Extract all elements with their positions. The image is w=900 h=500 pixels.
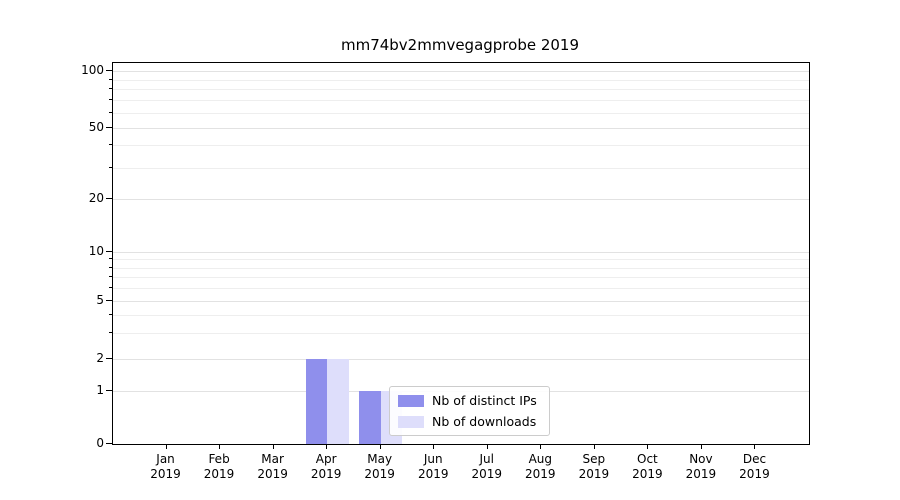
gridline-minor [113,277,809,279]
gridline-minor [113,79,809,81]
x-tick-month: May [367,452,393,466]
legend-item: Nb of downloads [398,414,537,429]
gridline-major [113,199,809,201]
y-tick-label: 0 [96,436,104,450]
x-tick-label: Aug 2019 [510,452,570,482]
x-tick-year: 2019 [257,467,288,481]
gridline-minor [113,89,809,91]
legend-swatch-distinct-ips [398,394,424,407]
x-tick-year: 2019 [685,467,717,481]
x-tick-month: Jul [479,452,494,466]
x-tick-year: 2019 [525,467,556,481]
x-tick-month: Apr [315,452,337,466]
legend-item: Nb of distinct IPs [398,393,537,408]
chart-title: mm74bv2mmvegagprobe 2019 [340,36,580,54]
x-tick-year: 2019 [739,467,770,481]
x-tick-label: Sep 2019 [564,452,624,482]
legend-label: Nb of downloads [432,414,537,429]
y-tick-label: 2 [96,351,104,366]
x-tick-month: Feb [208,452,230,466]
x-tick-year: 2019 [364,467,395,481]
x-tick-label: Jul 2019 [457,452,517,482]
gridline-minor [113,333,809,335]
y-tick-label: 10 [88,243,104,258]
bar-distinct-ips [359,391,381,444]
grid-layer [113,63,809,444]
y-tick-label: 20 [88,191,104,206]
plot-area: Nb of distinct IPs Nb of downloads [112,62,810,445]
x-tick-month: Sep [582,452,606,466]
x-tick-year: 2019 [203,467,235,481]
legend: Nb of distinct IPs Nb of downloads [389,386,550,436]
x-tick-month: Oct [637,452,658,466]
x-tick-year: 2019 [471,467,503,481]
y-tick-label: 50 [88,120,104,135]
gridline-minor [113,113,809,115]
gridline-minor [113,288,809,290]
x-tick-label: Nov 2019 [671,452,731,482]
gridline-major [113,301,809,303]
x-tick-month: Aug [528,452,553,466]
gridline-major [113,71,809,72]
y-tick-label: 100 [81,63,104,77]
x-tick-month: Dec [742,452,767,466]
y-tick-label: 5 [96,293,104,308]
x-tick-label: Dec 2019 [724,452,784,482]
x-tick-label: Mar 2019 [243,452,303,482]
x-tick-year: 2019 [632,467,663,481]
legend-label: Nb of distinct IPs [432,393,537,408]
x-tick-label: Jun 2019 [403,452,463,482]
gridline-minor [113,167,809,169]
x-tick-year: 2019 [578,467,610,481]
x-tick-label: Apr 2019 [296,452,356,482]
gridline-major [113,251,809,253]
gridline-minor [113,145,809,147]
x-tick-label: Feb 2019 [189,452,249,482]
bar-distinct-ips [305,359,328,444]
gridline-minor [113,259,809,261]
gridline-minor [113,267,809,269]
x-tick-month: Jun [423,452,443,466]
bar-downloads [327,359,349,444]
x-tick-month: Mar [261,452,284,466]
x-tick-month: Nov [689,452,713,466]
gridline-major [113,359,809,361]
gridline-major [113,128,809,130]
x-tick-year: 2019 [150,467,181,481]
x-tick-label: Jan 2019 [136,452,196,482]
gridline-minor [113,315,809,317]
gridline-minor [113,100,809,102]
y-tick-label: 1 [96,383,104,398]
x-tick-label: May 2019 [350,452,410,482]
x-tick-label: Oct 2019 [617,452,677,482]
x-tick-year: 2019 [310,467,342,481]
x-tick-month: Jan [156,452,175,466]
legend-swatch-downloads [398,415,424,428]
x-tick-year: 2019 [417,467,449,481]
